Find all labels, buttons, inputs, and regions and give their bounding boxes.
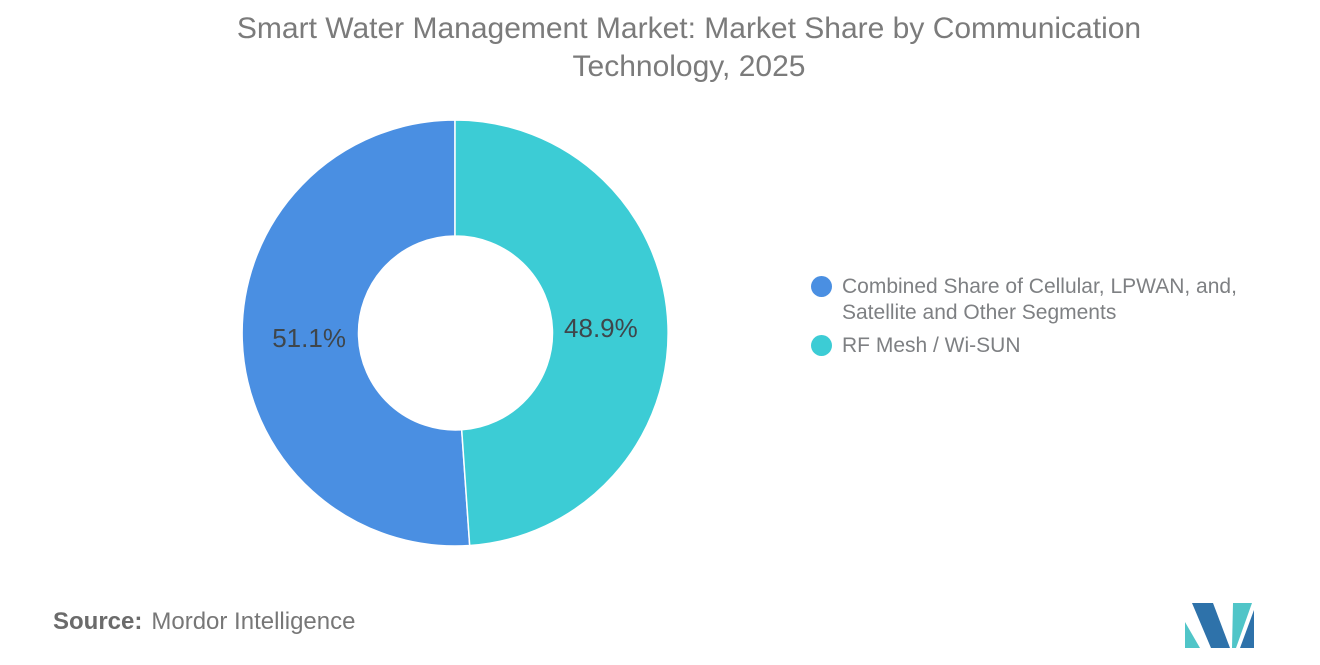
- chart-title-line2: Technology, 2025: [572, 50, 806, 83]
- donut-chart: 51.1% 48.9%: [242, 120, 668, 546]
- logo-teal-foot-shape: [1185, 622, 1200, 648]
- logo-blue-corner-shape: [1240, 610, 1254, 648]
- source-label: Source:: [53, 608, 143, 635]
- logo-teal-diagonal-shape: [1232, 603, 1252, 648]
- legend-item-combined-share[interactable]: Combined Share of Cellular, LPWAN, and, …: [811, 274, 1282, 326]
- source-note: Source: Mordor Intelligence: [53, 608, 355, 636]
- donut-slice-1[interactable]: [242, 120, 471, 546]
- mordor-intelligence-logo-icon: [1185, 603, 1254, 648]
- legend-swatch-combined-share-icon: [811, 276, 832, 297]
- logo-blue-diagonal-shape: [1192, 603, 1230, 648]
- legend-item-label: Combined Share of Cellular, LPWAN, and, …: [842, 275, 1237, 324]
- source-value: Mordor Intelligence: [151, 608, 356, 635]
- legend-swatch-rf-mesh-wi-sun-icon: [811, 335, 832, 356]
- donut-slice-2[interactable]: [454, 120, 668, 546]
- legend-item-rf-mesh-wi-sun[interactable]: RF Mesh / Wi-SUN: [811, 333, 1282, 359]
- slice-percentage-label: 51.1%: [272, 323, 346, 353]
- chart-title-line1: Smart Water Management Market: Market Sh…: [236, 12, 1142, 45]
- legend: Combined Share of Cellular, LPWAN, and, …: [811, 274, 1282, 366]
- legend-item-label: RF Mesh / Wi-SUN: [842, 334, 1021, 357]
- chart-title: Smart Water Management Market: Market Sh…: [58, 10, 1320, 86]
- slice-percentage-label: 48.9%: [564, 313, 638, 343]
